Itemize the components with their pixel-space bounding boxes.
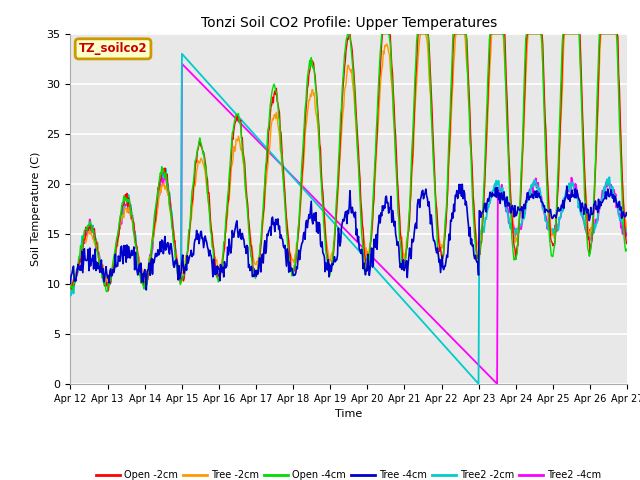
X-axis label: Time: Time <box>335 409 362 419</box>
Title: Tonzi Soil CO2 Profile: Upper Temperatures: Tonzi Soil CO2 Profile: Upper Temperatur… <box>201 16 497 30</box>
Text: TZ_soilco2: TZ_soilco2 <box>79 42 147 55</box>
Legend: Open -2cm, Tree -2cm, Open -4cm, Tree -4cm, Tree2 -2cm, Tree2 -4cm: Open -2cm, Tree -2cm, Open -4cm, Tree -4… <box>92 467 605 480</box>
Y-axis label: Soil Temperature (C): Soil Temperature (C) <box>31 152 41 266</box>
